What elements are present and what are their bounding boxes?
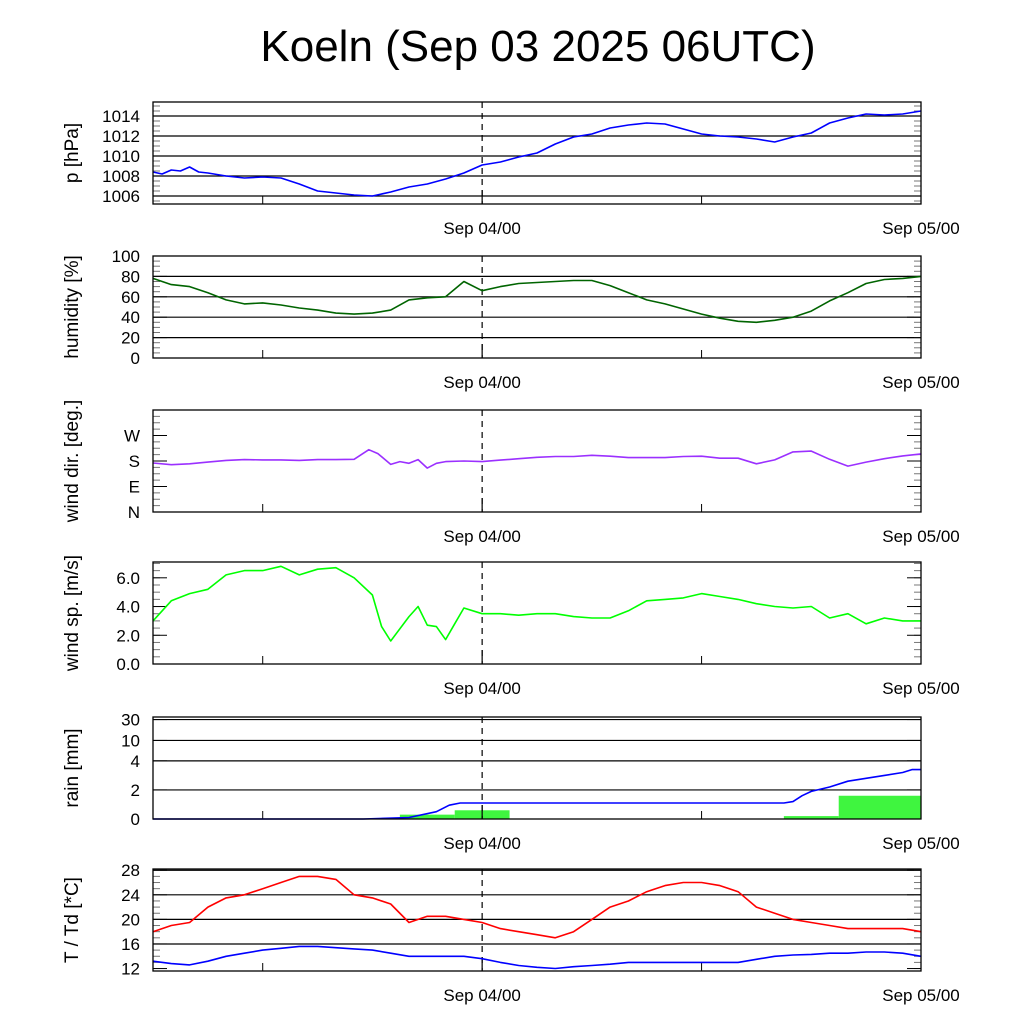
series-line-wind-direction xyxy=(152,448,922,469)
x-tick-label: Sep 04/00 xyxy=(443,986,521,1005)
y-tick-label: E xyxy=(129,478,140,497)
y-axis-label: wind sp. [m/s] xyxy=(62,555,83,672)
y-tick-label: 4.0 xyxy=(116,598,140,617)
y-tick-label: 1014 xyxy=(102,107,140,126)
y-tick-label: 20 xyxy=(121,910,140,929)
y-tick-label: 1010 xyxy=(102,147,140,166)
y-tick-label: 1006 xyxy=(102,187,140,206)
y-axis-label: wind dir. [deg.] xyxy=(62,400,83,524)
x-tick-label: Sep 04/00 xyxy=(443,373,521,392)
x-tick-label: Sep 04/00 xyxy=(443,834,521,853)
panel-wind_speed: 0.0 2.0 4.0 6.0 wind sp. [m/s] Sep 04/00 Sep 0… xyxy=(62,555,960,698)
series-line-humidity xyxy=(152,275,922,324)
plot-frame xyxy=(152,255,922,359)
rain-bar xyxy=(783,816,839,819)
plot-frame xyxy=(152,409,922,513)
y-tick-label: 2 xyxy=(131,781,140,800)
plot-frame xyxy=(152,868,922,972)
y-tick-label: 100 xyxy=(112,247,140,266)
y-tick-label: 10 xyxy=(121,731,140,750)
y-axis-label: rain [mm] xyxy=(62,728,83,807)
y-tick-label: 4 xyxy=(131,752,140,771)
y-tick-label: 0 xyxy=(131,810,140,829)
y-tick-label: W xyxy=(124,427,140,446)
y-tick-label: N xyxy=(128,503,140,522)
rain-bar xyxy=(399,814,455,819)
x-tick-label: Sep 05/00 xyxy=(882,986,960,1005)
x-tick-label: Sep 04/00 xyxy=(443,219,521,238)
x-tick-label: Sep 05/00 xyxy=(882,219,960,238)
y-tick-label: 12 xyxy=(121,960,140,979)
y-tick-label: 24 xyxy=(121,886,140,905)
y-tick-label: 28 xyxy=(121,861,140,880)
plot-frame xyxy=(152,561,922,665)
plot-frame xyxy=(152,101,922,205)
chart-title: Koeln (Sep 03 2025 06UTC) xyxy=(260,22,816,71)
y-tick-label: 6.0 xyxy=(116,569,140,588)
series-line-wind-speed xyxy=(152,565,921,642)
series-line-t xyxy=(152,875,922,939)
series-line-td xyxy=(152,945,922,970)
y-axis-label: p [hPa] xyxy=(62,123,83,183)
y-tick-label: 40 xyxy=(121,308,140,327)
x-tick-label: Sep 04/00 xyxy=(443,527,521,546)
plot-frame xyxy=(152,716,922,820)
y-tick-label: S xyxy=(129,452,140,471)
panel-temperature: 12 16 20 24 28 T / Td [*C] Sep 04/00 Sep 05/00 xyxy=(62,861,960,1005)
y-axis-label: humidity [%] xyxy=(62,255,83,358)
y-tick-label: 0.0 xyxy=(116,655,140,674)
y-tick-label: 16 xyxy=(121,935,140,954)
y-tick-label: 0 xyxy=(131,349,140,368)
x-tick-label: Sep 04/00 xyxy=(443,679,521,698)
x-tick-label: Sep 05/00 xyxy=(882,373,960,392)
y-tick-label: 1008 xyxy=(102,167,140,186)
y-axis-label: T / Td [*C] xyxy=(62,877,83,963)
y-tick-label: 80 xyxy=(121,267,140,286)
x-tick-label: Sep 05/00 xyxy=(882,679,960,698)
y-tick-label: 20 xyxy=(121,329,140,348)
series-line-pressure xyxy=(152,110,922,197)
y-tick-label: 30 xyxy=(121,711,140,730)
y-tick-label: 60 xyxy=(121,288,140,307)
rain-bar xyxy=(838,795,921,819)
y-tick-label: 2.0 xyxy=(116,626,140,645)
x-tick-label: Sep 05/00 xyxy=(882,527,960,546)
series-line-accumulated-rain xyxy=(153,768,921,820)
x-tick-label: Sep 05/00 xyxy=(882,834,960,853)
y-tick-label: 1012 xyxy=(102,127,140,146)
